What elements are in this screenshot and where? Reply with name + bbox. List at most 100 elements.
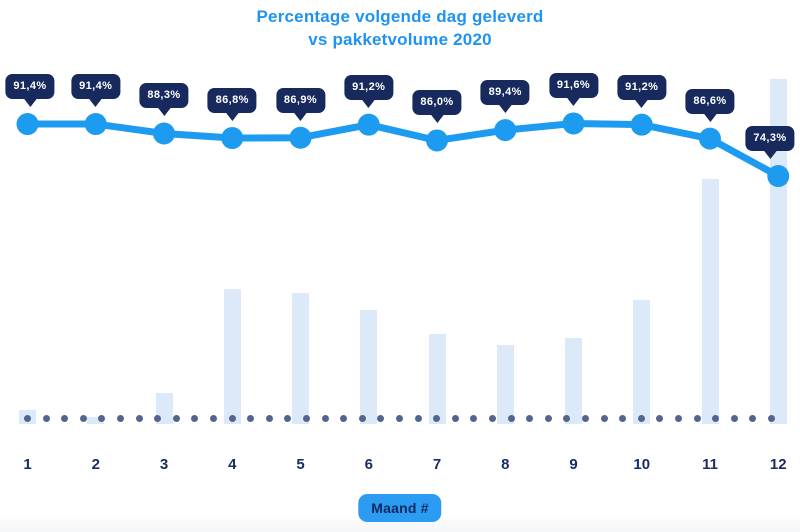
baseline-dot [470,415,478,422]
baseline-dot [526,415,534,422]
baseline-dot [117,415,124,422]
tooltip-pointer-icon [22,98,37,108]
x-axis-label-month-10: 10 [633,456,651,473]
value-tooltip-month-6: 91,2% [344,74,394,108]
volume-bar-month-10 [633,300,651,424]
value-tooltip-month-8: 89,4% [480,80,530,114]
baseline-dot [749,415,757,422]
tooltip-pointer-icon [634,98,649,108]
baseline-dot [582,415,589,422]
volume-bar-month-4 [223,289,241,424]
line-point-month-3 [153,122,175,145]
value-tooltip-month-4: 86,8% [207,88,257,122]
x-axis-label-month-12: 12 [769,456,787,473]
baseline-dot [321,415,329,422]
baseline-dot [451,415,459,422]
baseline-dot [600,415,608,422]
x-axis-label-month-4: 4 [228,456,237,473]
baseline-dot [61,415,69,422]
baseline-dot [730,415,738,422]
baseline-dot [247,415,255,422]
value-tooltip-month-10: 91,2% [617,74,667,108]
baseline-dot [377,415,385,422]
x-axis-label-month-2: 2 [91,456,100,473]
baseline-dot [507,415,515,422]
line-point-month-10 [630,113,653,136]
line-point-month-9 [562,112,585,135]
x-axis-title-badge: Maand # [358,494,442,522]
value-tooltip-month-11: 86,6% [685,88,735,122]
value-tooltip-label: 91,4% [71,74,121,100]
volume-bar-month-9 [565,338,582,424]
x-axis-label-month-6: 6 [364,456,373,473]
tooltip-pointer-icon [762,150,777,160]
bottom-strip [0,514,800,532]
tooltip-pointer-icon [225,112,240,122]
volume-bar-month-8 [496,345,514,424]
value-tooltip-month-1: 91,4% [5,74,55,108]
value-tooltip-label: 91,2% [617,74,667,100]
baseline-dot [675,415,682,422]
x-axis-label-month-1: 1 [23,456,32,473]
tooltip-pointer-icon [88,98,103,108]
value-tooltip-label: 86,8% [207,88,257,114]
baseline-dot [172,415,180,422]
baseline-dot [210,415,217,422]
baseline-dot [79,415,87,422]
tooltip-pointer-icon [293,111,308,121]
chart-title: Percentage volgende dag geleverd vs pakk… [0,5,800,51]
value-tooltip-month-9: 91,6% [548,73,599,107]
baseline-dot [42,415,50,422]
tooltip-pointer-icon [429,114,444,124]
value-tooltip-month-12: 74,3% [745,126,795,160]
x-axis-label-month-5: 5 [296,456,305,473]
line-point-month-4 [221,127,244,150]
volume-bar-month-5 [292,293,309,424]
x-axis-label-month-3: 3 [159,456,169,473]
baseline-dot [24,415,31,422]
baseline-dot [191,415,199,422]
baseline-dot [619,415,627,422]
baseline-dot [563,415,571,422]
line-point-month-2 [84,113,107,136]
line-point-month-8 [494,119,517,142]
tooltip-pointer-icon [361,98,376,108]
baseline-dot [637,415,645,422]
baseline-dot [135,415,143,422]
volume-bar-month-11 [701,179,719,424]
chart-title-line1: Percentage volgende dag geleverd [256,7,544,26]
chart-title-line2: vs pakketvolume 2020 [308,30,492,49]
baseline-dot [656,415,664,422]
value-tooltip-label: 88,3% [139,83,189,109]
volume-bar-month-7 [428,334,446,424]
baseline-dot [544,415,552,422]
baseline-dot [340,415,348,422]
baseline-dot [693,415,701,422]
value-tooltip-label: 86,0% [412,90,462,116]
x-axis-label-month-7: 7 [432,456,442,473]
baseline-dot [265,415,273,422]
value-tooltip-label: 86,6% [685,88,735,114]
value-tooltip-label: 91,2% [344,74,394,100]
value-tooltip-label: 91,4% [5,74,55,100]
x-axis-label-month-8: 8 [501,456,510,473]
value-tooltip-label: 74,3% [745,126,795,152]
value-tooltip-month-7: 86,0% [412,90,462,124]
baseline-dot [284,415,292,422]
baseline-dot [228,415,236,422]
baseline-dot [489,415,496,422]
volume-bar-month-2 [87,417,105,424]
line-point-month-1 [16,113,39,136]
x-axis-label-month-9: 9 [569,456,578,473]
tooltip-pointer-icon [702,112,717,122]
line-point-month-7 [426,129,448,152]
baseline-dot [768,415,775,422]
tooltip-pointer-icon [156,107,171,117]
value-tooltip-label: 89,4% [480,80,530,106]
baseline-dot [433,415,441,422]
line-point-month-5 [289,126,312,149]
baseline-dot [414,415,422,422]
value-tooltip-month-5: 86,9% [275,87,326,121]
line-point-month-6 [357,113,380,136]
